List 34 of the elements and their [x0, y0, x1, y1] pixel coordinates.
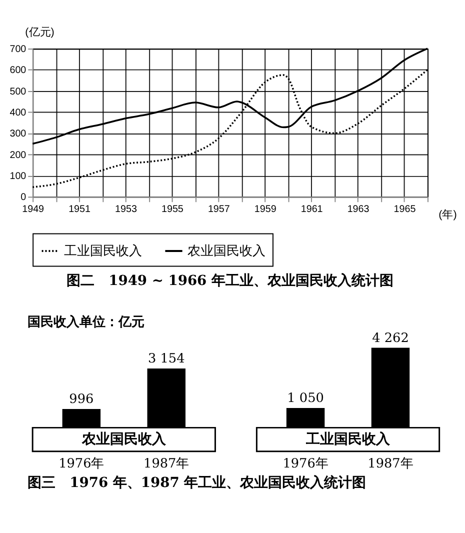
x-tick-label: 1961	[300, 204, 323, 215]
legend-label: 工业国民收入	[64, 244, 142, 259]
text: 图二 1949 ~ 1966 年工业、农业国民收入统计图	[66, 272, 394, 290]
x-tick-label: 1965	[394, 204, 416, 215]
data-label: 4 262	[372, 330, 409, 346]
y-axis-title: (亿元)	[25, 26, 54, 38]
y-tick-label: 600	[10, 65, 27, 76]
x-tick-label: 1959	[254, 204, 277, 215]
y-tick-label: 400	[10, 108, 27, 119]
y-tick-label: 100	[10, 170, 27, 182]
y-tick-label: 700	[10, 44, 27, 56]
legend-label: 农业国民收入	[188, 244, 266, 259]
x-tick-label: 1987年	[368, 456, 414, 472]
y-tick-label: 500	[10, 86, 27, 98]
x-axis-title: 农业国民收入	[80, 431, 167, 448]
x-tick-label: 1963	[347, 204, 370, 215]
y-tick-label: 0	[20, 192, 27, 204]
text: 国民收入单位：亿元	[28, 314, 145, 330]
x-tick-label: 1987年	[144, 456, 190, 472]
x-tick-label: 1957	[208, 204, 230, 215]
x-tick-label: 1955	[161, 204, 184, 215]
y-tick-label: 300	[10, 128, 27, 140]
x-tick-label: 1953	[115, 204, 138, 215]
x-tick-label: 1976年	[282, 456, 328, 472]
x-tick-label: 1949	[22, 204, 45, 215]
x-tick-label: 1951	[68, 204, 90, 215]
x-axis-title: (年)	[438, 208, 457, 221]
data-label: 3 154	[148, 352, 185, 367]
x-tick-label: 1976年	[58, 456, 104, 472]
data-label: 1 050	[287, 391, 324, 406]
data-label: 996	[69, 392, 94, 408]
y-tick-label: 200	[10, 150, 27, 161]
text: 图三 1976 年、1987 年工业、农业国民收入统计图	[28, 474, 366, 491]
x-axis-title: 工业国民收入	[305, 431, 392, 448]
